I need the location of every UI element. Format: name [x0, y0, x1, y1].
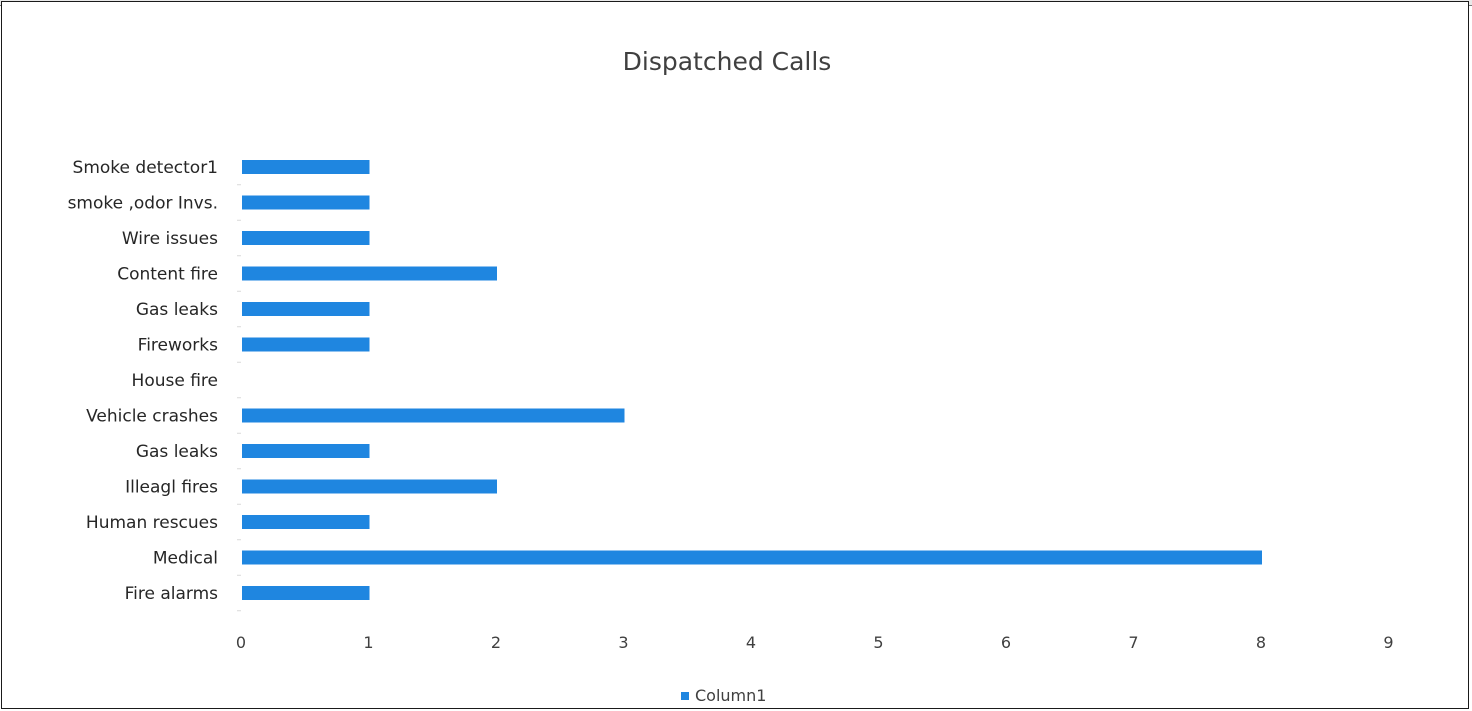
x-tick-label-2: 2 — [491, 633, 501, 652]
chart-title: Dispatched Calls — [623, 47, 832, 76]
x-tick-label-9: 9 — [1383, 633, 1393, 652]
category-label-vehicle-crashes-5: Vehicle crashes — [86, 407, 218, 427]
x-tick-label-6: 6 — [1001, 633, 1011, 652]
category-labels: Fire alarms Medical Human rescues Illeagl f… — [68, 158, 219, 604]
bar-content-fire-9 — [242, 266, 497, 281]
category-label-smoke-odor-invs-11: smoke ,odor Invs. — [68, 194, 218, 214]
x-tick-label-1: 1 — [363, 633, 373, 652]
category-label-gas-leaks-4: Gas leaks — [136, 442, 218, 462]
bar-fireworks-7 — [242, 337, 370, 352]
category-label-content-fire-9: Content fire — [117, 265, 218, 285]
category-label-smoke-detector1-12: Smoke detector1 — [73, 158, 218, 178]
category-label-house-fire-6: House fire — [132, 371, 218, 391]
category-label-illeagl-fires-3: Illeagl fires — [125, 478, 218, 498]
legend: Column1 — [681, 686, 766, 705]
x-tick-label-7: 7 — [1128, 633, 1138, 652]
category-label-medical-1: Medical — [153, 549, 218, 569]
bar-gas-leaks-4 — [242, 444, 370, 458]
category-label-wire-issues-10: Wire issues — [122, 229, 218, 249]
bar-gas-leaks-8 — [242, 302, 370, 316]
bar-fire-alarms-0 — [242, 586, 370, 600]
legend-marker-column1 — [681, 692, 689, 700]
bar-wire-issues-10 — [242, 231, 370, 245]
bar-smoke-detector1-12 — [242, 160, 370, 174]
category-label-gas-leaks-8: Gas leaks — [136, 300, 218, 320]
bar-illeagl-fires-3 — [242, 479, 497, 494]
x-tick-label-3: 3 — [618, 633, 628, 652]
bar-vehicle-crashes-5 — [242, 408, 625, 423]
category-label-human-rescues-2: Human rescues — [86, 513, 218, 533]
legend-label-column1: Column1 — [695, 686, 766, 705]
category-label-fire-alarms-0: Fire alarms — [125, 584, 219, 604]
x-axis-tick-labels: 0 1 2 3 4 5 6 7 8 9 — [236, 633, 1394, 652]
x-tick-label-8: 8 — [1256, 633, 1266, 652]
bars-group — [242, 160, 1262, 600]
x-tick-label-5: 5 — [873, 633, 883, 652]
category-label-fireworks-7: Fireworks — [138, 336, 218, 356]
x-tick-label-0: 0 — [236, 633, 246, 652]
y-axis-ticks — [237, 184, 241, 612]
bar-smoke-odor-invs-11 — [242, 195, 370, 210]
bar-human-rescues-2 — [242, 515, 370, 529]
x-tick-label-4: 4 — [746, 633, 756, 652]
bar-medical-1 — [242, 550, 1262, 565]
